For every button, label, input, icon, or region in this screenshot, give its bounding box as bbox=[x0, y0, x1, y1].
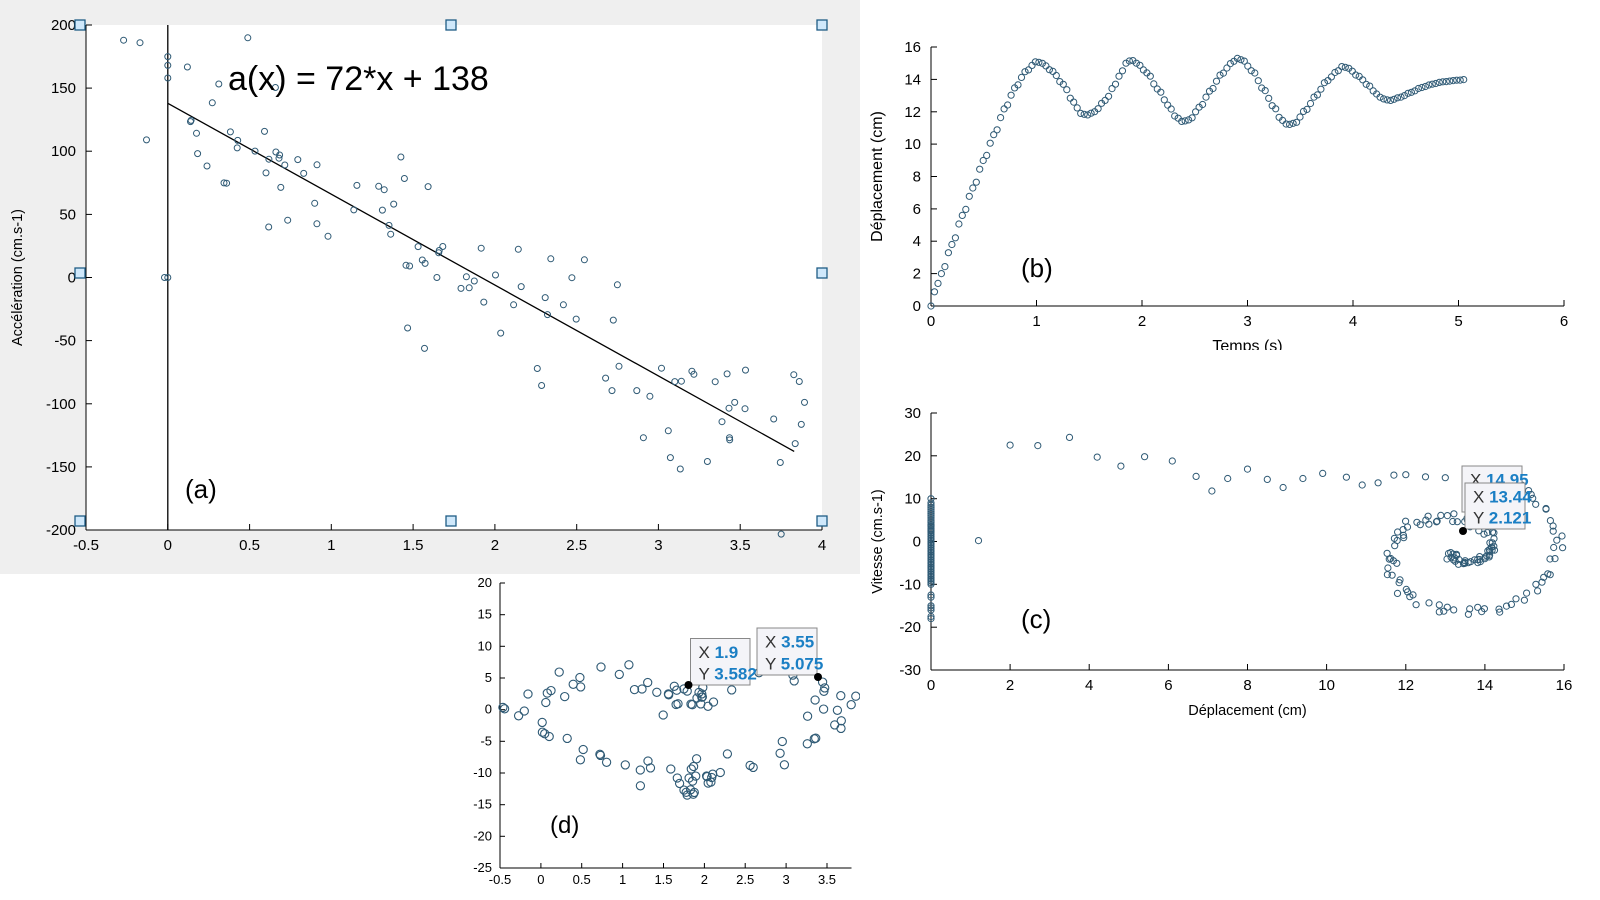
svg-text:1.5: 1.5 bbox=[654, 872, 672, 887]
svg-text:5: 5 bbox=[485, 670, 492, 685]
svg-text:16: 16 bbox=[1556, 677, 1573, 694]
svg-text:14: 14 bbox=[1477, 677, 1494, 694]
svg-text:4: 4 bbox=[913, 233, 921, 250]
svg-text:-150: -150 bbox=[46, 459, 76, 476]
svg-text:100: 100 bbox=[51, 143, 76, 160]
svg-text:Déplacement (cm): Déplacement (cm) bbox=[1188, 703, 1306, 719]
svg-text:0: 0 bbox=[927, 677, 935, 694]
svg-text:-15: -15 bbox=[473, 797, 492, 812]
svg-text:30: 30 bbox=[904, 405, 921, 422]
svg-text:5: 5 bbox=[1454, 313, 1462, 330]
svg-text:8: 8 bbox=[1243, 677, 1251, 694]
svg-text:2: 2 bbox=[701, 872, 708, 887]
svg-text:Déplacement (cm): Déplacement (cm) bbox=[869, 111, 886, 242]
svg-text:-5: -5 bbox=[480, 733, 492, 748]
svg-text:2.5: 2.5 bbox=[736, 872, 754, 887]
svg-text:12: 12 bbox=[904, 104, 921, 121]
svg-text:-10: -10 bbox=[899, 576, 921, 593]
svg-text:2: 2 bbox=[1138, 313, 1146, 330]
svg-text:(c): (c) bbox=[1021, 604, 1051, 634]
svg-text:2: 2 bbox=[1006, 677, 1014, 694]
svg-text:(d): (d) bbox=[550, 812, 579, 839]
svg-text:10: 10 bbox=[904, 491, 921, 508]
svg-text:-200: -200 bbox=[46, 522, 76, 539]
svg-text:X 1.9: X 1.9 bbox=[699, 643, 739, 662]
svg-text:0: 0 bbox=[485, 702, 492, 717]
svg-text:0.5: 0.5 bbox=[573, 872, 591, 887]
svg-text:X 13.44: X 13.44 bbox=[1473, 487, 1532, 506]
svg-text:Y 2.121: Y 2.121 bbox=[1473, 509, 1531, 528]
svg-text:20: 20 bbox=[478, 575, 492, 590]
svg-text:1: 1 bbox=[1032, 313, 1040, 330]
svg-text:-0.5: -0.5 bbox=[73, 537, 99, 554]
svg-text:0: 0 bbox=[913, 298, 921, 315]
svg-text:15: 15 bbox=[478, 607, 492, 622]
svg-text:Temps (s): Temps (s) bbox=[1212, 338, 1282, 350]
svg-text:4: 4 bbox=[1349, 313, 1357, 330]
svg-text:6: 6 bbox=[913, 201, 921, 218]
svg-text:4: 4 bbox=[1085, 677, 1093, 694]
svg-text:10: 10 bbox=[904, 136, 921, 153]
svg-text:6: 6 bbox=[1164, 677, 1172, 694]
svg-text:-10: -10 bbox=[473, 765, 492, 780]
svg-text:(a): (a) bbox=[185, 474, 217, 504]
svg-text:-20: -20 bbox=[473, 828, 492, 843]
svg-text:0: 0 bbox=[913, 534, 921, 551]
svg-text:8: 8 bbox=[913, 169, 921, 186]
svg-text:0: 0 bbox=[927, 313, 935, 330]
svg-text:2: 2 bbox=[491, 537, 499, 554]
svg-text:Y 5.075: Y 5.075 bbox=[765, 654, 823, 673]
svg-text:16: 16 bbox=[904, 39, 921, 56]
svg-text:-30: -30 bbox=[899, 662, 921, 679]
svg-text:6: 6 bbox=[1560, 313, 1568, 330]
svg-text:2: 2 bbox=[913, 266, 921, 283]
svg-text:0: 0 bbox=[164, 537, 172, 554]
svg-text:20: 20 bbox=[904, 448, 921, 465]
svg-text:X 3.55: X 3.55 bbox=[765, 633, 814, 652]
svg-text:(b): (b) bbox=[1021, 253, 1053, 283]
svg-text:3.5: 3.5 bbox=[818, 872, 836, 887]
svg-text:1: 1 bbox=[619, 872, 626, 887]
svg-text:0.5: 0.5 bbox=[239, 537, 260, 554]
svg-text:1: 1 bbox=[327, 537, 335, 554]
svg-text:12: 12 bbox=[1397, 677, 1414, 694]
svg-text:Vitesse (cm.s-1): Vitesse (cm.s-1) bbox=[870, 489, 886, 593]
svg-text:-0.5: -0.5 bbox=[489, 872, 511, 887]
svg-text:Accélération (cm.s-1): Accélération (cm.s-1) bbox=[10, 209, 26, 346]
svg-text:14: 14 bbox=[904, 71, 921, 88]
svg-text:10: 10 bbox=[478, 638, 492, 653]
svg-text:4: 4 bbox=[818, 537, 826, 554]
svg-text:10: 10 bbox=[1318, 677, 1335, 694]
svg-text:200: 200 bbox=[51, 17, 76, 34]
svg-text:50: 50 bbox=[59, 206, 76, 223]
svg-text:3.5: 3.5 bbox=[730, 537, 751, 554]
svg-text:a(x) = 72*x + 138: a(x) = 72*x + 138 bbox=[228, 60, 489, 98]
svg-text:0: 0 bbox=[537, 872, 544, 887]
svg-text:150: 150 bbox=[51, 80, 76, 97]
svg-text:3: 3 bbox=[654, 537, 662, 554]
svg-text:3: 3 bbox=[782, 872, 789, 887]
svg-text:-20: -20 bbox=[899, 619, 921, 636]
svg-text:2.5: 2.5 bbox=[566, 537, 587, 554]
svg-text:3: 3 bbox=[1243, 313, 1251, 330]
svg-text:-25: -25 bbox=[473, 860, 492, 875]
svg-text:1.5: 1.5 bbox=[403, 537, 424, 554]
svg-text:-100: -100 bbox=[46, 396, 76, 413]
svg-text:Y 3.582: Y 3.582 bbox=[699, 664, 757, 683]
svg-text:-50: -50 bbox=[54, 333, 76, 350]
